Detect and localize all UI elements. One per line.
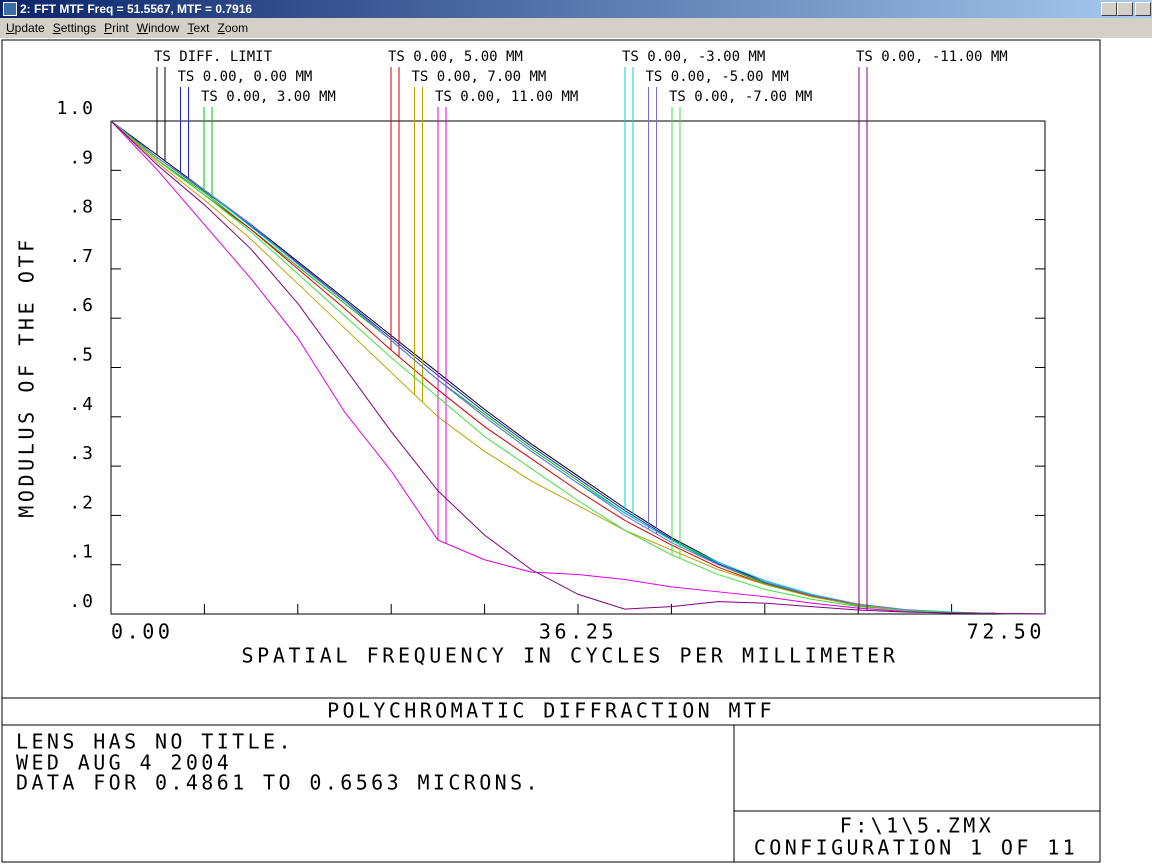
y-tick-label: .8 <box>69 197 95 218</box>
x-tick-label: 0.00 <box>111 620 174 644</box>
y-tick-label: .3 <box>69 443 95 464</box>
x-tick-label: 72.50 <box>967 620 1045 644</box>
y-tick-label: 1.0 <box>56 98 95 119</box>
y-tick-label: .1 <box>69 542 95 563</box>
legend-label: TS DIFF. LIMIT <box>154 49 273 65</box>
mtf-curve <box>110 120 1046 615</box>
y-tick-label: .4 <box>69 394 95 415</box>
menu-item[interactable]: Update <box>6 21 45 35</box>
legend-label: TS 0.00, -3.00 MM <box>622 49 765 65</box>
y-tick-label: .7 <box>69 246 95 267</box>
window-icon[interactable] <box>3 2 17 16</box>
file-name: F:\1\5.ZMX <box>840 814 994 838</box>
y-tick-label: .2 <box>69 492 95 513</box>
legend-label: TS 0.00, -5.00 MM <box>646 69 789 85</box>
legend-label: TS 0.00, 3.00 MM <box>201 89 336 105</box>
plot-area <box>110 120 1046 615</box>
mtf-curve <box>110 120 1046 615</box>
window-title: 2: FFT MTF Freq = 51.5567, MTF = 0.7916 <box>20 2 253 16</box>
mtf-curve <box>110 120 1046 615</box>
x-tick-label: 36.25 <box>539 620 617 644</box>
mtf-curve <box>110 120 1046 615</box>
footer-line: DATA FOR 0.4861 TO 0.6563 MICRONS. <box>16 771 541 795</box>
y-tick-label: .6 <box>69 295 95 316</box>
mtf-curve <box>110 120 1046 615</box>
legend-label: TS 0.00, 11.00 MM <box>435 89 578 105</box>
mtf-curve <box>110 120 1046 615</box>
mtf-curve <box>110 120 1046 615</box>
y-tick-label: .9 <box>69 147 95 168</box>
footer-line: LENS HAS NO TITLE. <box>16 730 294 754</box>
menu-item[interactable]: Settings <box>52 21 97 35</box>
mtf-curve <box>110 120 1046 615</box>
y-tick-label: .5 <box>69 345 95 366</box>
legend-label: TS 0.00, -7.00 MM <box>669 89 812 105</box>
close-button[interactable] <box>1135 2 1151 16</box>
frame <box>1 39 1101 863</box>
menu-item[interactable]: Text <box>187 21 210 35</box>
menu-item[interactable]: Zoom <box>217 21 249 35</box>
plot-window: POLYCHROMATIC DIFFRACTION MTF LENS HAS N… <box>1 39 1101 863</box>
footer-title: POLYCHROMATIC DIFFRACTION MTF <box>327 699 775 723</box>
maximize-button[interactable] <box>1117 2 1133 16</box>
menu-item[interactable]: Window <box>136 21 180 35</box>
menu-bar: Update Settings Print Window Text Zoom <box>0 18 1152 38</box>
mtf-curve <box>110 120 1046 615</box>
legend-label: TS 0.00, 0.00 MM <box>178 69 313 85</box>
legend-label: TS 0.00, -11.00 MM <box>856 49 1008 65</box>
minimize-button[interactable] <box>1101 2 1117 16</box>
x-axis-label: SPATIAL FREQUENCY IN CYCLES PER MILLIMET… <box>242 644 899 668</box>
title-bar: 2: FFT MTF Freq = 51.5567, MTF = 0.7916 <box>0 0 1152 18</box>
footer-line: WED AUG 4 2004 <box>16 751 232 775</box>
legend-label: TS 0.00, 5.00 MM <box>388 49 523 65</box>
legend-label: TS 0.00, 7.00 MM <box>412 69 547 85</box>
mtf-curve <box>110 120 1046 615</box>
y-tick-label: .0 <box>69 591 95 612</box>
configuration: CONFIGURATION 1 OF 11 <box>754 836 1078 860</box>
y-axis-label: MODULUS OF THE OTF <box>15 236 39 518</box>
menu-item[interactable]: Print <box>104 21 129 35</box>
